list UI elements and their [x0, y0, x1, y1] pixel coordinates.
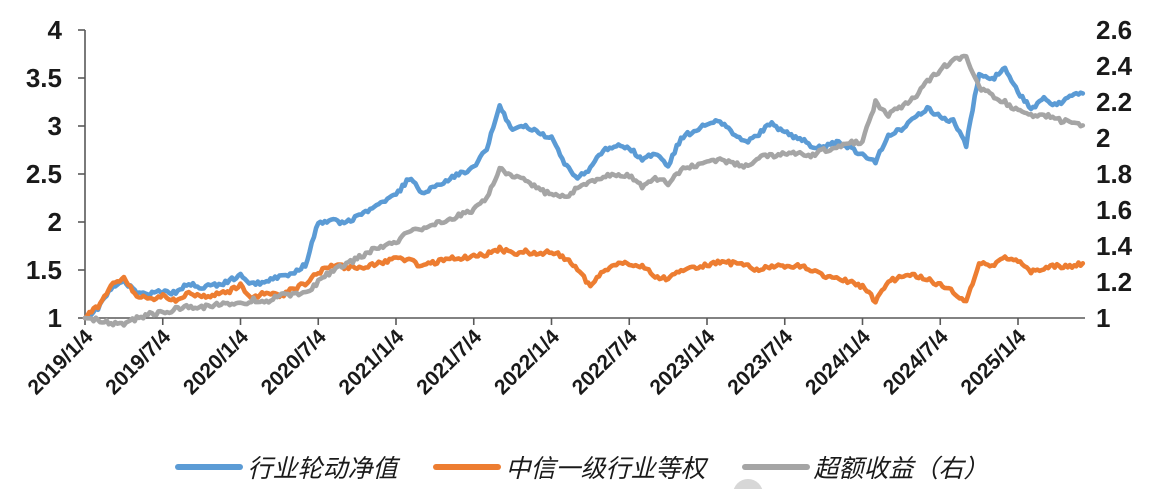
legend-item-excess-return: 超额收益（右） [741, 449, 989, 485]
left-axis-tick-label: 2 [48, 207, 62, 237]
x-axis-tick-label: 2019/1/4 [23, 325, 97, 399]
legend-line-swatch-excess-return [741, 464, 810, 470]
right-axis-tick-label: 1 [1096, 303, 1110, 333]
legend-line-swatch-strategy-nav [175, 464, 244, 470]
x-axis-tick-label: 2022/1/4 [490, 325, 564, 399]
right-axis-tick-label: 1.2 [1096, 267, 1132, 297]
x-axis-tick-label: 2020/1/4 [179, 325, 253, 399]
x-axis-tick-label: 2023/1/4 [645, 325, 719, 399]
left-axis-tick-label: 3.5 [26, 63, 62, 93]
x-axis-tick-label: 2021/7/4 [412, 325, 486, 399]
x-axis-tick-label: 2019/7/4 [101, 325, 175, 399]
legend-line-swatch-citic-industry-equal-weight [433, 464, 502, 470]
chart-legend: 行业轮动净值 中信一级行业等权 超额收益（右） [0, 449, 1164, 485]
legend-item-citic-industry-equal-weight: 中信一级行业等权 [433, 449, 706, 485]
right-axis-tick-label: 1.8 [1096, 159, 1132, 189]
x-axis-tick-label: 2024/1/4 [801, 325, 875, 399]
x-axis-tick-label: 2023/7/4 [723, 325, 797, 399]
left-axis-tick-label: 1.5 [26, 255, 62, 285]
x-axis-tick-label: 2025/1/4 [956, 325, 1030, 399]
right-axis-tick-label: 2.6 [1096, 15, 1132, 45]
x-axis-tick-label: 2020/7/4 [257, 325, 331, 399]
left-axis-tick-label: 3 [48, 111, 62, 141]
right-axis-tick-label: 1.4 [1096, 231, 1133, 261]
x-axis-tick-label: 2024/7/4 [879, 325, 953, 399]
legend-label-citic-industry-equal-weight: 中信一级行业等权 [505, 454, 706, 483]
series-line-excess-return [82, 53, 1086, 328]
left-axis-tick-label: 4 [48, 15, 63, 45]
x-axis-tick-label: 2022/7/4 [568, 325, 642, 399]
right-axis-tick-label: 2 [1096, 123, 1110, 153]
watermark-artifact [733, 479, 763, 489]
legend-item-strategy-nav: 行业轮动净值 [175, 449, 397, 485]
left-axis-tick-label: 2.5 [26, 159, 62, 189]
right-axis-tick-label: 1.6 [1096, 195, 1132, 225]
series-line-citic-industry-equal-weight [82, 244, 1086, 321]
legend-label-excess-return: 超额收益（右） [813, 454, 989, 483]
series-line-strategy-nav [82, 65, 1086, 321]
x-axis-tick-label: 2021/1/4 [334, 325, 408, 399]
right-axis-tick-label: 2.4 [1096, 51, 1133, 81]
right-axis-tick-label: 2.2 [1096, 87, 1132, 117]
left-axis-tick-label: 1 [48, 303, 62, 333]
legend-label-strategy-nav: 行业轮动净值 [247, 454, 398, 483]
